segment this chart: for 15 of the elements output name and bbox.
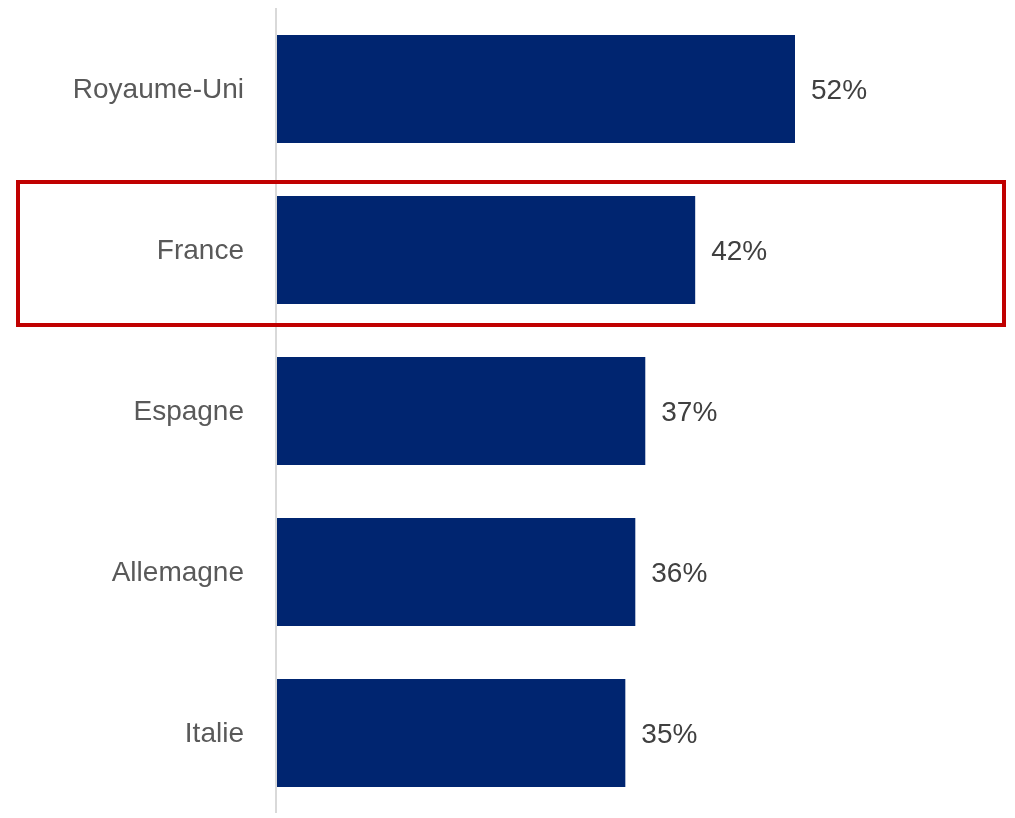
y-tick-label: Italie [184, 717, 244, 749]
data-label: 35% [641, 717, 698, 749]
y-tick-label: France [156, 234, 244, 266]
bar [276, 357, 646, 465]
bar [276, 35, 795, 143]
data-label: 37% [661, 395, 718, 427]
data-label: 36% [651, 556, 708, 588]
y-tick-label: Allemagne [111, 556, 244, 588]
data-label: 42% [711, 234, 768, 266]
y-tick-label: Espagne [133, 395, 244, 427]
data-label: 52% [811, 73, 868, 105]
bar [276, 196, 696, 304]
bar [276, 518, 636, 626]
bar [276, 679, 626, 787]
y-tick-label: Royaume-Uni [72, 73, 244, 105]
